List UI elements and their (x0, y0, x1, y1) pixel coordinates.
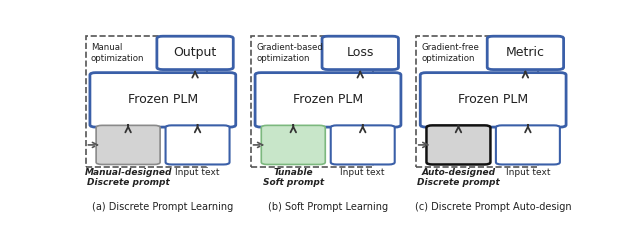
Text: Tunable: Tunable (273, 168, 313, 177)
Text: Gradient-based
optimization: Gradient-based optimization (256, 43, 323, 63)
FancyBboxPatch shape (420, 73, 566, 127)
FancyBboxPatch shape (157, 36, 233, 69)
FancyBboxPatch shape (261, 125, 325, 165)
Text: Input text: Input text (506, 168, 550, 177)
Text: Frozen PLM: Frozen PLM (293, 93, 363, 106)
Text: Auto-designed: Auto-designed (421, 168, 495, 177)
FancyBboxPatch shape (331, 125, 395, 165)
Text: Manual-designed: Manual-designed (84, 168, 172, 177)
Text: Manual
optimization: Manual optimization (91, 43, 145, 63)
Bar (251, 36, 372, 167)
Text: Frozen PLM: Frozen PLM (128, 93, 198, 106)
Text: (b) Soft Prompt Learning: (b) Soft Prompt Learning (268, 202, 388, 212)
Bar (86, 36, 207, 167)
Text: Soft prompt: Soft prompt (262, 179, 324, 187)
FancyBboxPatch shape (96, 125, 160, 165)
Text: Discrete prompt: Discrete prompt (87, 179, 170, 187)
Text: (c) Discrete Prompt Auto-design: (c) Discrete Prompt Auto-design (415, 202, 572, 212)
Text: Input text: Input text (175, 168, 220, 177)
Text: (a) Discrete Prompt Learning: (a) Discrete Prompt Learning (92, 202, 234, 212)
FancyBboxPatch shape (487, 36, 564, 69)
Text: Output: Output (173, 46, 217, 60)
FancyBboxPatch shape (166, 125, 230, 165)
FancyBboxPatch shape (496, 125, 560, 165)
Text: Metric: Metric (506, 46, 545, 60)
Text: Input text: Input text (340, 168, 385, 177)
Text: Loss: Loss (346, 46, 374, 60)
FancyBboxPatch shape (322, 36, 399, 69)
Text: Discrete prompt: Discrete prompt (417, 179, 500, 187)
FancyBboxPatch shape (426, 125, 490, 165)
Text: Gradient-free
optimization: Gradient-free optimization (421, 43, 479, 63)
Text: Frozen PLM: Frozen PLM (458, 93, 528, 106)
FancyBboxPatch shape (90, 73, 236, 127)
Bar (416, 36, 538, 167)
FancyBboxPatch shape (255, 73, 401, 127)
